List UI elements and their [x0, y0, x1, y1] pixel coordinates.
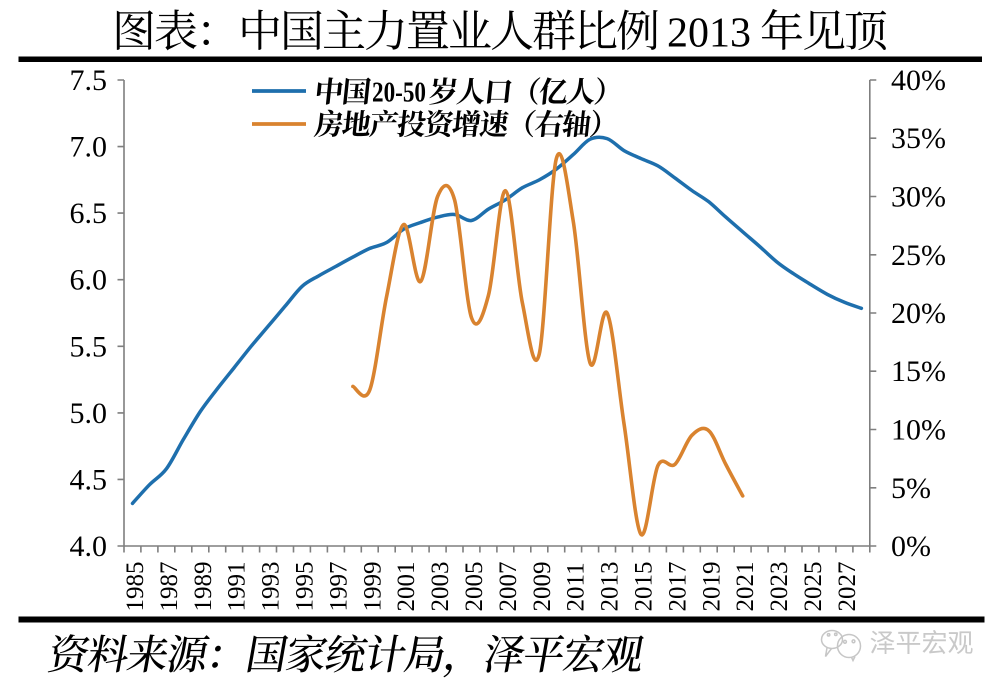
svg-text:1993: 1993: [258, 562, 285, 612]
svg-text:2027: 2027: [834, 562, 861, 612]
svg-text:1991: 1991: [224, 562, 251, 612]
svg-text:10%: 10%: [891, 414, 946, 447]
svg-text:2021: 2021: [732, 562, 759, 612]
svg-text:2003: 2003: [427, 562, 454, 612]
svg-text:1995: 1995: [292, 562, 319, 612]
svg-text:2013: 2013: [597, 562, 624, 612]
svg-text:7.0: 7.0: [70, 131, 108, 164]
svg-text:5%: 5%: [891, 472, 931, 505]
svg-text:20-50: 20-50: [372, 77, 426, 109]
svg-text:6.0: 6.0: [70, 264, 108, 297]
svg-text:20%: 20%: [891, 297, 946, 330]
svg-text:2019: 2019: [698, 562, 725, 612]
svg-text:25%: 25%: [891, 239, 946, 272]
svg-text:5.0: 5.0: [70, 397, 108, 430]
svg-text:2005: 2005: [461, 562, 488, 612]
svg-text:4.5: 4.5: [70, 463, 108, 496]
svg-text:2009: 2009: [529, 562, 556, 612]
svg-text:0%: 0%: [891, 530, 931, 563]
svg-text:15%: 15%: [891, 355, 946, 388]
svg-text:7.5: 7.5: [70, 64, 108, 97]
svg-text:35%: 35%: [891, 122, 946, 155]
svg-text:2017: 2017: [664, 562, 691, 612]
svg-text:4.0: 4.0: [70, 530, 108, 563]
svg-text:2015: 2015: [631, 562, 658, 612]
svg-text:5.5: 5.5: [70, 330, 108, 363]
svg-text:2013: 2013: [667, 11, 751, 57]
svg-text:1985: 1985: [122, 562, 149, 612]
svg-text:2023: 2023: [766, 562, 793, 612]
svg-text:2025: 2025: [800, 562, 827, 612]
svg-text:1997: 1997: [325, 562, 352, 612]
svg-text:1999: 1999: [359, 562, 386, 612]
svg-text:30%: 30%: [891, 181, 946, 214]
svg-text:1989: 1989: [190, 562, 217, 612]
svg-text:2011: 2011: [563, 562, 590, 611]
svg-text:40%: 40%: [891, 64, 946, 97]
svg-text:2001: 2001: [393, 562, 420, 612]
svg-text:1987: 1987: [156, 562, 183, 612]
svg-text:2007: 2007: [495, 562, 522, 612]
svg-text:6.5: 6.5: [70, 197, 108, 230]
